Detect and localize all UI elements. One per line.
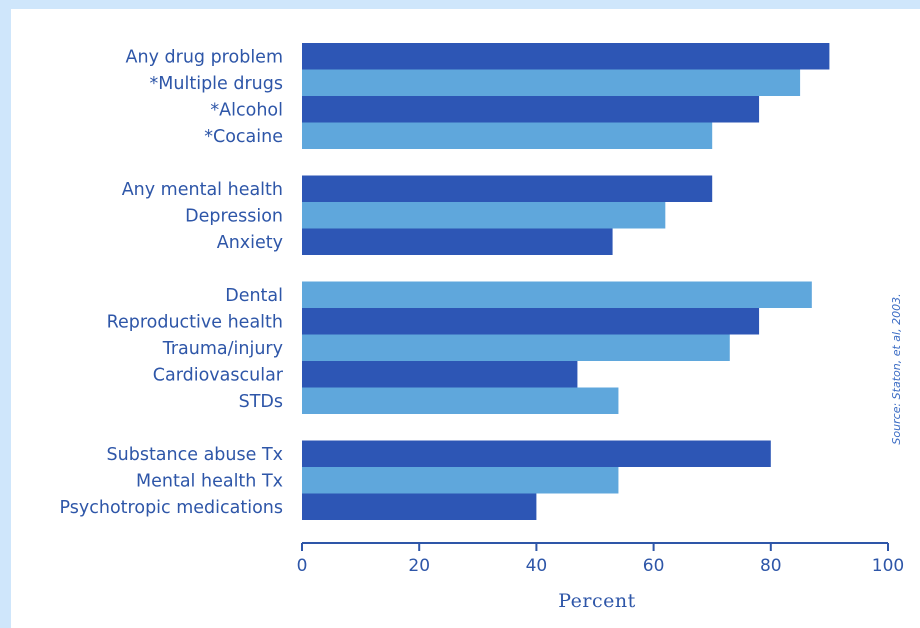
bar-chart: Any drug problem *Multiple drugs *Alcohol *… [60, 43, 904, 612]
x-tick-label: 100 [872, 556, 904, 576]
bar [302, 96, 760, 123]
category-label: Mental health Tx [136, 471, 283, 491]
category-label: Any drug problem [126, 47, 283, 67]
category-label: STDs [239, 392, 283, 412]
x-tick-label: 20 [408, 556, 430, 576]
category-label: Psychotropic medications [60, 498, 283, 518]
category-label: *Cocaine [204, 127, 283, 147]
bar [302, 467, 619, 494]
bar [302, 228, 613, 255]
category-label: Dental [225, 286, 283, 306]
x-tick-label: 40 [526, 556, 548, 576]
category-label: Depression [185, 206, 283, 226]
category-label: Cardiovascular [153, 365, 284, 385]
category-label: Anxiety [217, 233, 283, 253]
bar [302, 175, 713, 202]
category-label: Trauma/injury [162, 339, 283, 359]
category-label: Substance abuse Tx [107, 445, 283, 465]
category-label: Any mental health [122, 180, 283, 200]
x-tick-label: 0 [297, 556, 308, 576]
bar [302, 440, 771, 467]
bar [302, 69, 801, 96]
bar [302, 308, 760, 335]
bar-group [302, 43, 830, 520]
bar [302, 334, 730, 361]
bar [302, 202, 666, 229]
category-label: *Multiple drugs [150, 74, 283, 94]
bar [302, 43, 830, 70]
bar [302, 387, 619, 414]
x-tick-label: 80 [760, 556, 782, 576]
chart-panel: Any drug problem *Multiple drugs *Alcohol *… [11, 9, 920, 628]
bar [302, 361, 578, 388]
category-labels: Any drug problem *Multiple drugs *Alcohol *… [60, 47, 284, 518]
source-note: Source: Staton, et al, 2003. [890, 293, 903, 444]
x-tick-label: 60 [643, 556, 665, 576]
category-label: Reproductive health [107, 312, 283, 332]
bar [302, 122, 713, 149]
category-label: *Alcohol [210, 100, 283, 120]
bar [302, 281, 812, 308]
bar [302, 493, 537, 520]
x-axis-title: Percent [558, 590, 636, 612]
x-axis: 0 20 40 60 80 100 [297, 542, 904, 576]
